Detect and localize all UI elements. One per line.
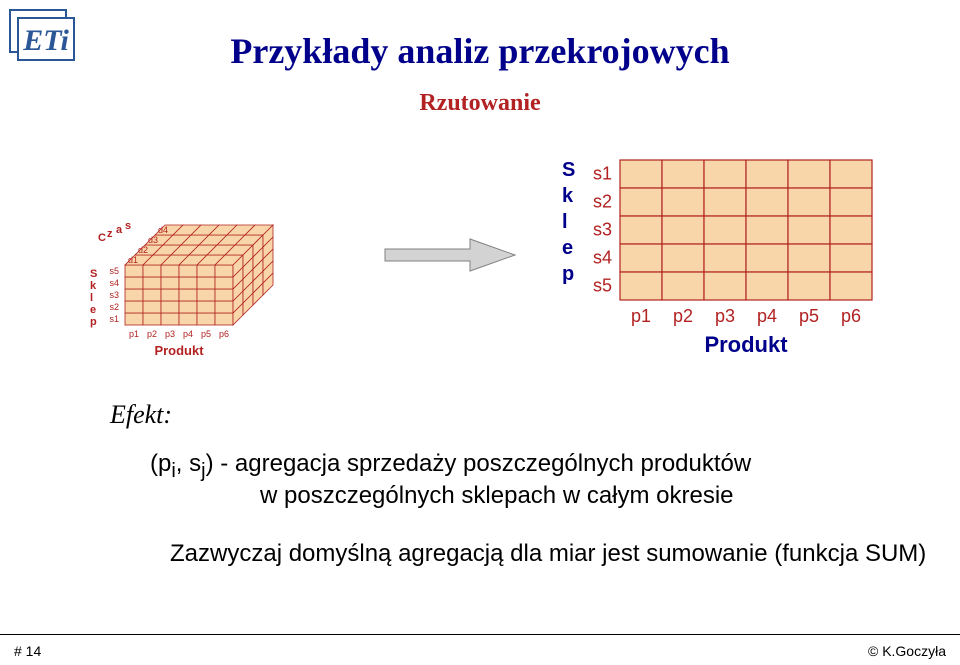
svg-text:k: k [90, 280, 97, 292]
text-line-3: Zazwyczaj domyślną agregacją dla miar je… [170, 540, 930, 568]
svg-text:p: p [90, 316, 97, 328]
result-grid: s1 s2 s3 s4 s5 p1 p2 p3 p4 p5 p6 Sklep Produkt [550, 150, 900, 380]
svg-text:S: S [562, 159, 575, 181]
slide: ETi Przykłady analiz przekrojowych Rzuto… [0, 0, 960, 665]
footer-author: © K.Goczyła [868, 643, 946, 659]
txt: , s [176, 450, 201, 477]
cube-diagram: p1 p2 p3 p4 p5 p6 s1 s2 s3 s4 s5 d1d2d3d4 Sklep Czas P… [60, 170, 290, 370]
text-line-1: (pi, sj) - agregacja sprzedaży poszczegó… [150, 450, 910, 483]
svg-text:Produkt: Produkt [154, 343, 204, 358]
svg-text:a: a [116, 224, 123, 236]
svg-text:e: e [90, 304, 96, 316]
svg-text:p3: p3 [165, 329, 175, 339]
svg-text:C: C [98, 232, 106, 244]
svg-text:p6: p6 [219, 329, 229, 339]
svg-text:s1: s1 [109, 314, 119, 324]
txt: (p [150, 450, 171, 477]
svg-text:d4: d4 [158, 225, 168, 235]
svg-text:p1: p1 [129, 329, 139, 339]
svg-text:p4: p4 [183, 329, 193, 339]
svg-text:s2: s2 [109, 302, 119, 312]
svg-text:s3: s3 [109, 290, 119, 300]
svg-text:p1: p1 [631, 306, 651, 326]
svg-text:s4: s4 [593, 248, 612, 268]
footer: # 14 © K.Goczyła [0, 634, 960, 665]
svg-text:p3: p3 [715, 306, 735, 326]
footer-page: # 14 [14, 643, 41, 659]
txt: ) - agregacja sprzedaży poszczególnych p… [206, 450, 752, 477]
svg-text:p2: p2 [147, 329, 157, 339]
svg-text:l: l [90, 292, 93, 304]
svg-text:s1: s1 [593, 164, 612, 184]
svg-text:z: z [107, 228, 113, 240]
svg-text:k: k [562, 185, 574, 207]
svg-text:s3: s3 [593, 220, 612, 240]
svg-text:S: S [90, 268, 97, 280]
footer-author-name: K.Goczyła [882, 643, 946, 659]
svg-text:p6: p6 [841, 306, 861, 326]
svg-text:p4: p4 [757, 306, 777, 326]
svg-text:Produkt: Produkt [704, 332, 788, 357]
svg-text:e: e [562, 237, 573, 259]
copyright-icon: © [868, 643, 878, 659]
svg-text:d3: d3 [148, 235, 158, 245]
svg-text:d2: d2 [138, 245, 148, 255]
svg-text:s5: s5 [593, 276, 612, 296]
svg-text:d1: d1 [128, 255, 138, 265]
projection-arrow [380, 235, 520, 275]
efekt-label: Efekt: [110, 400, 172, 430]
page-subtitle: Rzutowanie [0, 90, 960, 117]
svg-text:p2: p2 [673, 306, 693, 326]
svg-text:p: p [562, 263, 574, 285]
svg-text:s: s [125, 220, 131, 232]
svg-text:p5: p5 [799, 306, 819, 326]
svg-text:s5: s5 [109, 266, 119, 276]
svg-text:l: l [562, 211, 568, 233]
page-title: Przykłady analiz przekrojowych [0, 30, 960, 72]
svg-text:s2: s2 [593, 192, 612, 212]
text-line-2: w poszczególnych sklepach w całym okresi… [260, 482, 910, 510]
svg-text:p5: p5 [201, 329, 211, 339]
svg-text:s4: s4 [109, 278, 119, 288]
